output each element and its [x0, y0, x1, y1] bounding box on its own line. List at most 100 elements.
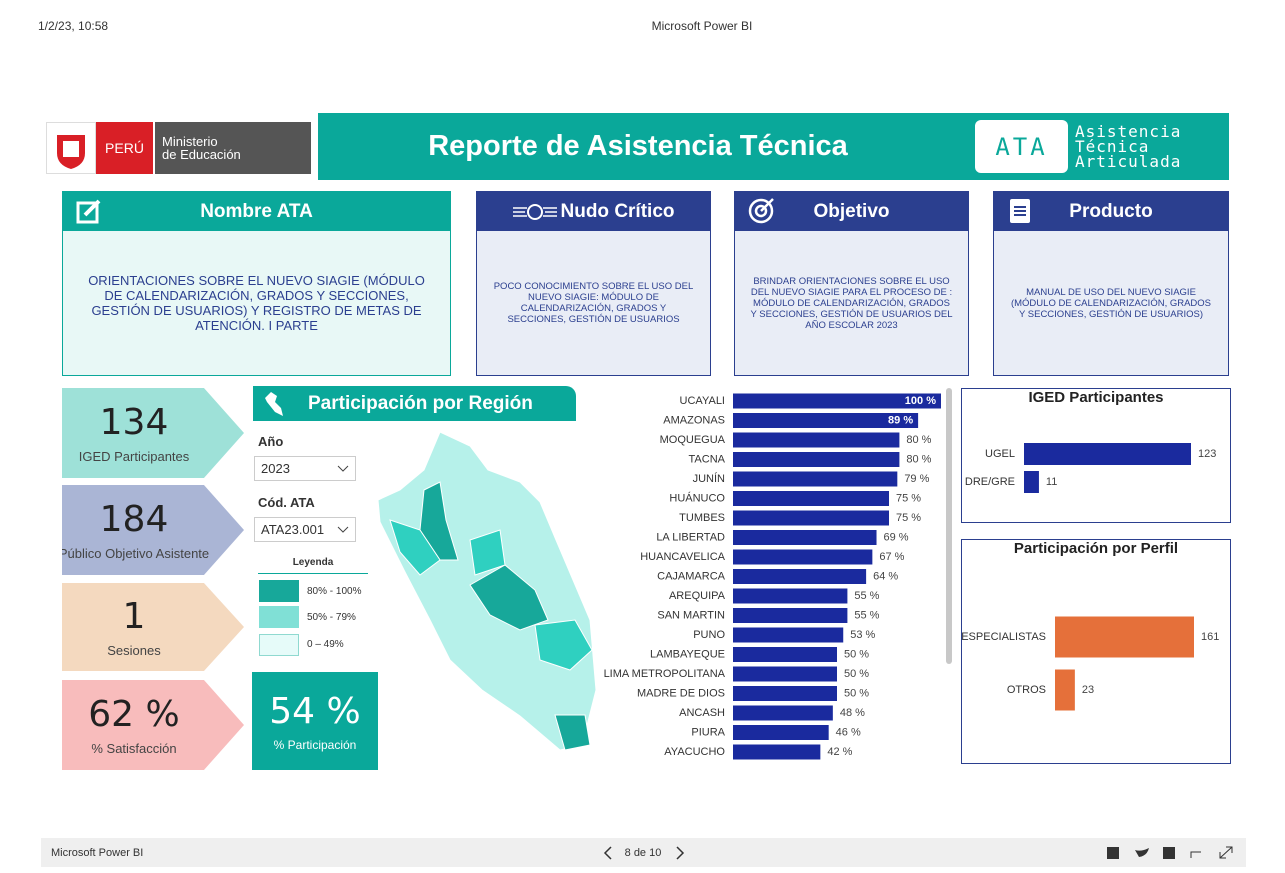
bar: [733, 588, 848, 604]
peru-icon: [265, 392, 283, 416]
kpi: 1 Sesiones: [62, 583, 244, 671]
doc-icon: [1010, 199, 1030, 223]
participation-value: 54 %: [269, 690, 361, 732]
value-label: 161: [1201, 631, 1219, 643]
datetime: 1/2/23, 10:58: [38, 19, 109, 33]
coat-of-arms: [46, 122, 96, 174]
bar: [733, 647, 837, 662]
bar: [1024, 471, 1039, 493]
bar: [733, 549, 873, 565]
kpi-label: Sesiones: [107, 643, 161, 658]
filter-label: Año: [258, 434, 284, 449]
bar: [733, 510, 889, 526]
legend-item: 50% - 79%: [307, 612, 356, 623]
kpi-label: IGED Participantes: [78, 449, 190, 464]
ministry-line: Ministerio: [162, 134, 218, 149]
bar: [733, 666, 837, 682]
kpi: 134 IGED Participantes: [62, 388, 244, 478]
share-icons[interactable]: [1105, 846, 1240, 861]
card: Nombre ATA ORIENTACIONES SOBRE EL NUEVO …: [62, 191, 451, 376]
category-label: AREQUIPA: [669, 590, 726, 602]
bar: [733, 744, 821, 760]
category-label: TACNA: [689, 453, 726, 465]
category-label: LA LIBERTAD: [656, 531, 725, 543]
chevron: [337, 526, 349, 533]
card-header: Producto: [994, 192, 1228, 231]
value-label: 69 %: [884, 531, 909, 543]
category-label: UCAYALI: [680, 395, 725, 407]
value-label: 80 %: [906, 434, 931, 446]
coat-icon: [57, 135, 85, 169]
bar: [733, 608, 848, 623]
kpi: 62 % % Satisfacción: [62, 680, 244, 770]
page-indicator: 8 de 10: [624, 847, 662, 859]
category-label: PIURA: [691, 726, 725, 738]
card-title: Producto: [1069, 200, 1153, 222]
chevron: [337, 465, 349, 472]
card-header: Nudo Crítico: [477, 192, 710, 231]
filter-dropdown[interactable]: ATA23.001: [254, 517, 356, 542]
region-title-text: Participación por Región: [308, 392, 533, 414]
next-page[interactable]: [675, 846, 685, 860]
report-title: Reporte de Asistencia Técnica: [428, 130, 848, 162]
badge-line: Articulada: [1075, 152, 1182, 171]
filter-label: Cód. ATA: [258, 495, 315, 510]
legend-item: 0 – 49%: [307, 639, 344, 650]
ata-badge: ATA: [975, 120, 1068, 173]
perfil-box: [961, 539, 1231, 764]
target-icon: [748, 198, 774, 224]
category-label: SAN MARTIN: [657, 609, 725, 621]
bar: [1024, 443, 1191, 465]
category-label: PUNO: [693, 629, 725, 641]
footer-app: Microsoft Power BI: [51, 847, 144, 859]
bar: [733, 686, 837, 701]
filter-dropdown[interactable]: 2023: [254, 456, 356, 481]
node-icon: [512, 203, 557, 220]
bar: [1055, 669, 1075, 711]
card-header: Nombre ATA: [63, 192, 450, 231]
peru-map: [377, 431, 597, 751]
region-title: Participación por Región: [253, 386, 576, 421]
bar: [733, 393, 941, 409]
category-label: ANCASH: [679, 707, 725, 719]
prev-page[interactable]: [603, 846, 613, 860]
card: Nudo Crítico POCO CONOCIMIENTO SOBRE EL …: [476, 191, 711, 376]
value-label: 50 %: [844, 687, 869, 699]
bar: [1055, 616, 1194, 658]
category-label: MOQUEGUA: [660, 434, 726, 446]
kpi-value: 134: [99, 402, 169, 443]
bar: [733, 530, 877, 545]
category-label: OTROS: [1007, 684, 1046, 696]
category-label: AMAZONAS: [663, 414, 725, 426]
chart-title: Participación por Perfil: [1014, 540, 1178, 557]
category-label: JUNÍN: [693, 472, 725, 485]
card-title: Nombre ATA: [200, 200, 313, 222]
map-region: [534, 619, 593, 671]
value-label: 50 %: [844, 668, 869, 680]
ministry-line: de Educación: [162, 147, 241, 162]
value-label: 53 %: [850, 629, 875, 641]
category-label: CAJAMARCA: [657, 570, 726, 582]
map-region: [389, 519, 441, 576]
value-label: 89 %: [888, 414, 913, 426]
card-body: POCO CONOCIMIENTO SOBRE EL USO DEL NUEVO…: [493, 281, 694, 325]
category-label: ESPECIALISTAS: [961, 631, 1046, 643]
value-label: 75 %: [896, 512, 921, 524]
category-label: AYACUCHO: [664, 746, 725, 758]
country: PERÚ: [96, 122, 153, 174]
scrollbar[interactable]: [946, 388, 952, 664]
category-label: HUANCAVELICA: [640, 551, 725, 563]
category-label: LAMBAYEQUE: [650, 648, 725, 660]
category-label: MADRE DE DIOS: [637, 687, 725, 699]
participation-kpi: 54 % % Participación: [252, 672, 378, 770]
value-label: 123: [1198, 448, 1216, 460]
badge-line: Técnica: [1075, 137, 1150, 156]
value-label: 55 %: [854, 609, 879, 621]
category-label: LIMA METROPOLITANA: [604, 668, 726, 680]
kpi-value: 1: [122, 596, 146, 637]
bar: [733, 705, 833, 721]
value-label: 23: [1082, 684, 1094, 696]
value-label: 11: [1046, 476, 1057, 488]
